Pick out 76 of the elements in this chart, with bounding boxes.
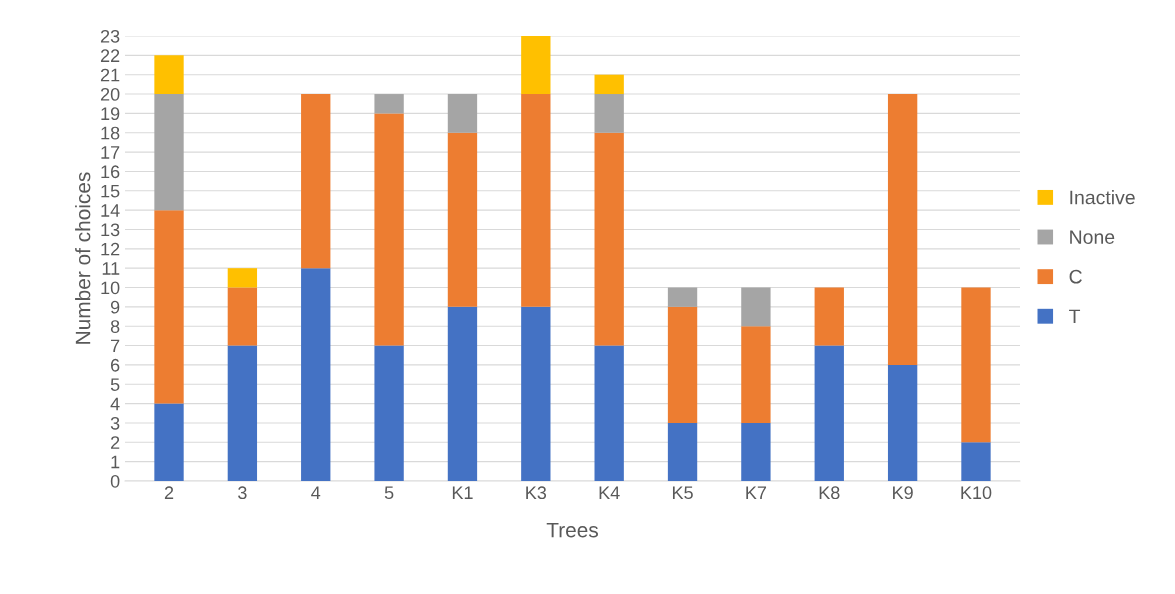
- bar: [154, 55, 184, 95]
- bar: [374, 94, 404, 114]
- x-axis-title: Trees: [546, 522, 598, 538]
- y-tick-label: 6: [111, 358, 120, 372]
- x-tick-label: K1: [452, 486, 473, 499]
- y-tick-label: 19: [101, 107, 120, 121]
- bar: [447, 132, 478, 307]
- legend-label: Inactive: [1070, 190, 1135, 205]
- bar: [961, 287, 991, 443]
- bar: [227, 268, 258, 288]
- bar: [447, 94, 478, 133]
- bar: [154, 403, 184, 481]
- y-tick-label: 1: [111, 455, 120, 469]
- y-tick-label: 8: [110, 320, 120, 333]
- y-tick-label: 5: [110, 378, 120, 391]
- bar: [667, 422, 698, 481]
- y-tick-label: 21: [100, 68, 120, 82]
- x-tick-label: K4: [599, 486, 620, 499]
- y-tick-label: 12: [101, 242, 120, 256]
- bar: [741, 326, 771, 423]
- y-axis-title: Number of choices: [75, 172, 91, 344]
- bar: [741, 422, 771, 481]
- x-tick-label: K9: [893, 486, 913, 500]
- x-tick-label: 5: [384, 486, 394, 500]
- bar: [594, 345, 624, 481]
- bar: [374, 345, 404, 481]
- bar: [374, 113, 404, 346]
- y-tick-label: 3: [110, 416, 120, 430]
- y-tick-label: 18: [101, 126, 120, 140]
- bar: [887, 364, 918, 481]
- x-tick-label: K7: [746, 486, 767, 499]
- bar: [814, 287, 844, 346]
- bar: [594, 94, 624, 133]
- x-tick-label: K10: [961, 486, 992, 500]
- bar: [154, 94, 184, 211]
- legend-label: C: [1069, 269, 1082, 284]
- y-tick-label: 2: [111, 436, 120, 449]
- y-tick-label: 13: [101, 223, 120, 237]
- bar: [227, 345, 258, 481]
- legend-label: None: [1070, 230, 1115, 244]
- bar: [301, 94, 331, 269]
- bar: [741, 287, 771, 327]
- bar: [447, 306, 478, 481]
- bar: [227, 287, 258, 346]
- bar: [154, 210, 184, 404]
- y-tick-label: 11: [102, 262, 120, 275]
- y-tick-label: 20: [100, 87, 120, 101]
- bar: [521, 94, 551, 307]
- bar: [521, 36, 551, 95]
- y-tick-label: 17: [101, 146, 120, 159]
- bar: [887, 94, 918, 365]
- y-tick-label: 0: [110, 474, 120, 488]
- y-tick-label: 4: [110, 397, 120, 411]
- y-tick-label: 9: [110, 300, 120, 314]
- y-tick-label: 14: [101, 204, 120, 217]
- x-tick-label: 2: [164, 486, 174, 499]
- bar: [521, 306, 551, 481]
- x-tick-label: 3: [238, 486, 247, 500]
- bar: [667, 306, 698, 423]
- bar: [594, 132, 624, 346]
- y-tick-label: 10: [101, 281, 120, 295]
- bar: [594, 74, 624, 95]
- bar: [961, 442, 991, 481]
- y-tick-label: 22: [100, 49, 120, 62]
- y-tick-label: 23: [100, 29, 120, 43]
- x-tick-label: K8: [819, 486, 840, 500]
- bar: [301, 268, 331, 481]
- x-tick-label: K3: [526, 486, 547, 500]
- y-tick-label: 16: [101, 165, 120, 179]
- y-tick-label: 7: [111, 339, 120, 353]
- y-tick-label: 15: [101, 184, 120, 198]
- bar: [814, 345, 844, 481]
- bar: [667, 287, 698, 307]
- x-tick-label: K5: [672, 486, 693, 500]
- legend-label: T: [1069, 309, 1081, 324]
- x-tick-label: 4: [311, 486, 321, 499]
